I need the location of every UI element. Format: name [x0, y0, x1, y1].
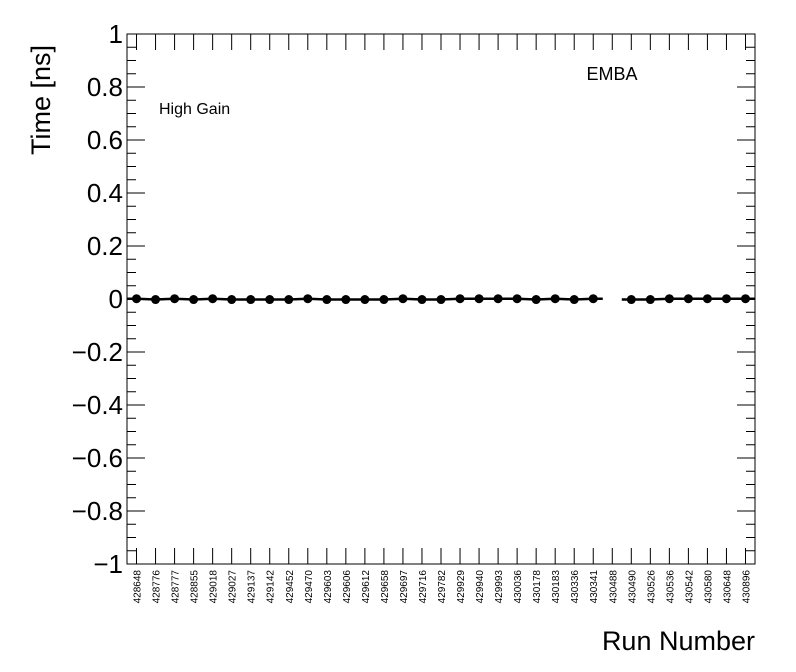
y-tick-label: 1 [109, 19, 123, 49]
y-tick-label: 0.8 [87, 72, 123, 102]
x-tick-label: 429142 [266, 570, 277, 604]
data-point [721, 294, 731, 304]
y-tick-label: −0.6 [72, 443, 123, 473]
data-point [379, 295, 389, 305]
data-point [550, 294, 560, 304]
x-tick-label: 429470 [304, 570, 315, 604]
y-tick-label: 0 [109, 284, 123, 314]
data-point [265, 295, 275, 305]
x-tick-label: 428648 [133, 570, 144, 604]
y-axis-title: Time [ns] [26, 45, 56, 155]
x-tick-label: 430536 [665, 570, 676, 604]
y-tick-label: −0.8 [72, 496, 123, 526]
x-axis-title: Run Number [602, 626, 755, 656]
x-tick-label: 429697 [399, 570, 410, 604]
data-point [493, 294, 503, 304]
x-tick-label: 429658 [380, 570, 391, 604]
data-point [246, 295, 256, 305]
data-point [170, 294, 180, 304]
data-point [512, 294, 522, 304]
data-point [455, 294, 465, 304]
data-point [341, 295, 351, 305]
x-tick-label: 428776 [152, 570, 163, 604]
data-point [322, 295, 332, 305]
data-point [588, 294, 598, 304]
data-point [569, 295, 579, 305]
data-point [398, 294, 408, 304]
x-tick-label: 429716 [418, 570, 429, 604]
x-tick-label: 430542 [684, 570, 695, 604]
x-tick-label: 430490 [627, 570, 638, 604]
y-tick-label: −1 [93, 549, 123, 579]
x-tick-label: 429606 [342, 570, 353, 604]
y-tick-label: 0.6 [87, 125, 123, 155]
y-tick-label: 0.2 [87, 231, 123, 261]
x-tick-label: 429137 [247, 570, 258, 604]
x-tick-label: 430526 [646, 570, 657, 604]
data-point [645, 295, 655, 305]
x-tick-label: 430488 [608, 570, 619, 604]
x-tick-label: 429603 [323, 570, 334, 604]
x-tick-label: 430183 [551, 570, 562, 604]
data-point [360, 295, 370, 305]
annotation: EMBA [586, 64, 637, 84]
data-point [702, 294, 712, 304]
data-point [208, 294, 218, 304]
data-point [664, 294, 674, 304]
x-tick-label: 429929 [456, 570, 467, 604]
x-tick-label: 430648 [722, 570, 733, 604]
data-point [189, 295, 199, 305]
x-tick-label: 430580 [703, 570, 714, 604]
x-tick-label: 430341 [589, 570, 600, 604]
x-tick-label: 428855 [190, 570, 201, 604]
data-point [740, 294, 750, 304]
data-point [303, 294, 313, 304]
x-tick-label: 429452 [285, 570, 296, 604]
y-tick-label: −0.4 [72, 390, 123, 420]
y-tick-label: 0.4 [87, 178, 123, 208]
x-tick-label: 429027 [228, 570, 239, 604]
x-tick-label: 428777 [171, 570, 182, 604]
data-point [417, 295, 427, 305]
data-point [227, 295, 237, 305]
x-tick-label: 429018 [209, 570, 220, 604]
x-tick-label: 429612 [361, 570, 372, 604]
x-tick-label: 429993 [494, 570, 505, 604]
y-tick-label: −0.2 [72, 337, 123, 367]
data-point [284, 295, 294, 305]
data-point [626, 295, 636, 305]
data-point [151, 295, 161, 305]
x-tick-label: 430896 [741, 570, 752, 604]
data-point [683, 294, 693, 304]
x-tick-label: 430336 [570, 570, 581, 604]
x-tick-label: 430178 [532, 570, 543, 604]
x-tick-label: 429940 [475, 570, 486, 604]
data-point [436, 295, 446, 305]
data-point [132, 294, 142, 304]
annotation: High Gain [159, 101, 230, 118]
x-tick-label: 429782 [437, 570, 448, 604]
data-point [531, 295, 541, 305]
x-tick-label: 430036 [513, 570, 524, 604]
data-point [474, 294, 484, 304]
